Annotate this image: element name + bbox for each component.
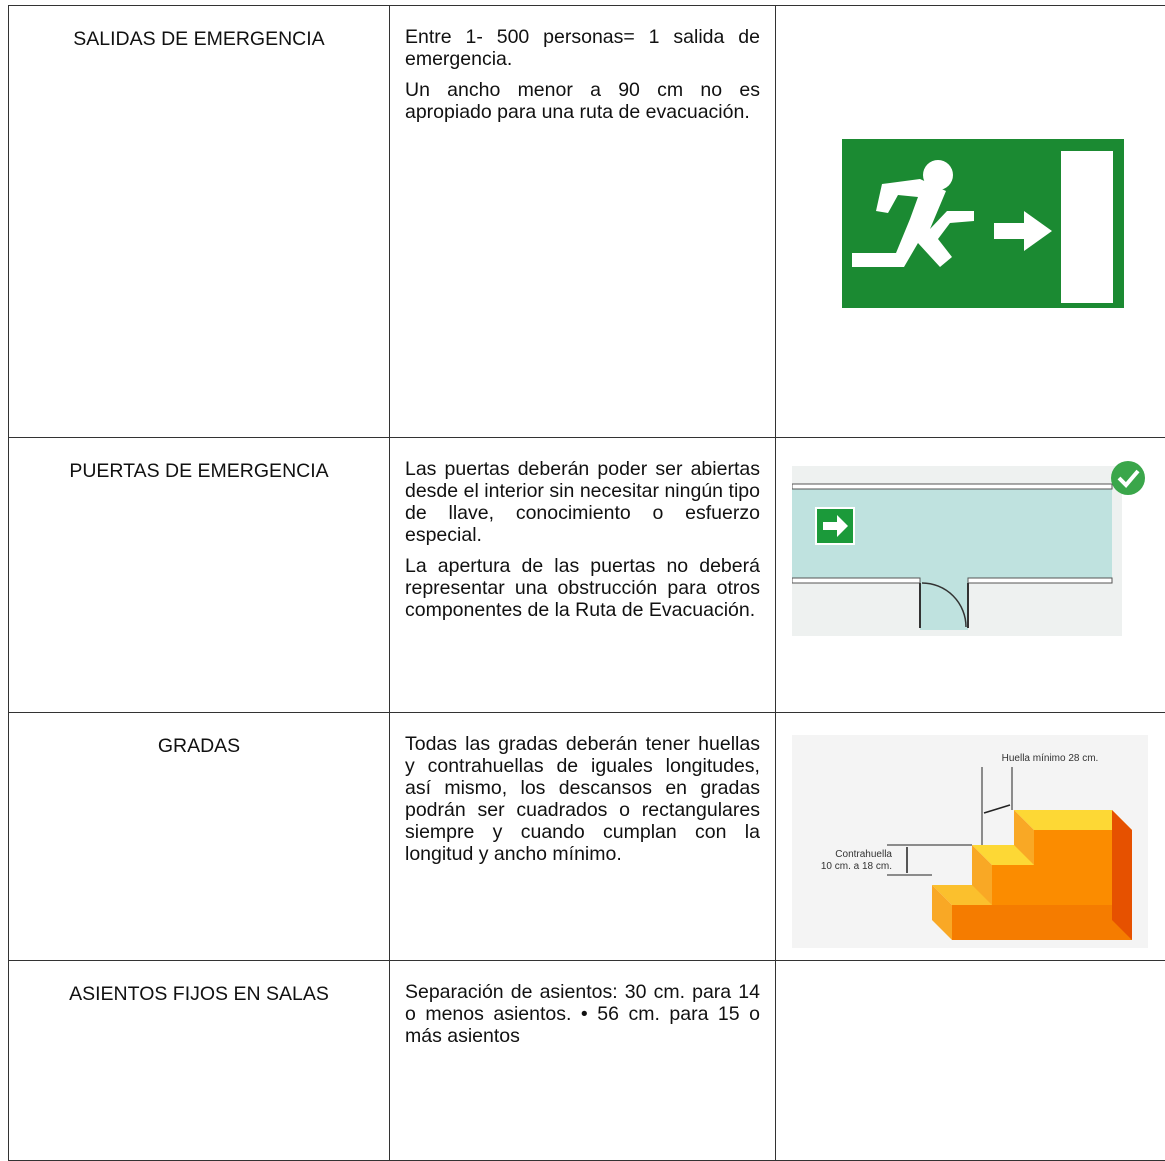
riser-label: Contrahuella xyxy=(835,849,892,860)
exit-sign xyxy=(842,139,1124,308)
riser-label: 10 cm. a 18 cm. xyxy=(821,861,892,872)
document: SALIDAS DE EMERGENCIA Entre 1- 500 perso… xyxy=(0,0,1165,1085)
page: {"table":{"rows":[ {"label":"SALIDAS DE … xyxy=(0,0,1165,1085)
row-label: ASIENTOS FIJOS EN SALAS xyxy=(9,961,390,1161)
paragraph: La apertura de las puertas no deberá rep… xyxy=(405,555,760,621)
image-cell xyxy=(775,438,1165,713)
paragraph: Separación de asientos: 30 cm. para 14 o… xyxy=(405,981,760,1047)
paragraph: Todas las gradas deberán tener huellas y… xyxy=(405,733,760,865)
row-text: Todas las gradas deberán tener huellas y… xyxy=(389,713,775,961)
paragraph: Entre 1- 500 personas= 1 salida de emerg… xyxy=(405,26,760,70)
row-text: Separación de asientos: 30 cm. para 14 o… xyxy=(389,961,775,1161)
paragraph: Un ancho menor a 90 cm no es apropiado p… xyxy=(405,79,760,123)
table-row: PUERTAS DE EMERGENCIA Las puertas deberá… xyxy=(9,438,1165,713)
table-row: GRADAS Todas las gradas deberán tener hu… xyxy=(9,713,1165,961)
stairs-diagram: Huella mínimo 28 cm. Contrahuella 10 cm.… xyxy=(792,735,1152,950)
row-label: SALIDAS DE EMERGENCIA xyxy=(9,6,390,438)
row-label: GRADAS xyxy=(9,713,390,961)
image-cell xyxy=(775,6,1165,438)
table-row: ASIENTOS FIJOS EN SALAS Separación de as… xyxy=(9,961,1165,1161)
door-diagram xyxy=(792,458,1165,638)
row-label: PUERTAS DE EMERGENCIA xyxy=(9,438,390,713)
row-text: Entre 1- 500 personas= 1 salida de emerg… xyxy=(389,6,775,438)
image-cell: Huella mínimo 28 cm. Contrahuella 10 cm.… xyxy=(775,713,1165,961)
paragraph: Las puertas deberán poder ser abiertas d… xyxy=(405,458,760,546)
row-text: Las puertas deberán poder ser abiertas d… xyxy=(389,438,775,713)
tread-label: Huella mínimo 28 cm. xyxy=(1002,753,1099,764)
image-cell xyxy=(775,961,1165,1161)
requirements-table: SALIDAS DE EMERGENCIA Entre 1- 500 perso… xyxy=(8,5,1165,1161)
table-row: SALIDAS DE EMERGENCIA Entre 1- 500 perso… xyxy=(9,6,1165,438)
